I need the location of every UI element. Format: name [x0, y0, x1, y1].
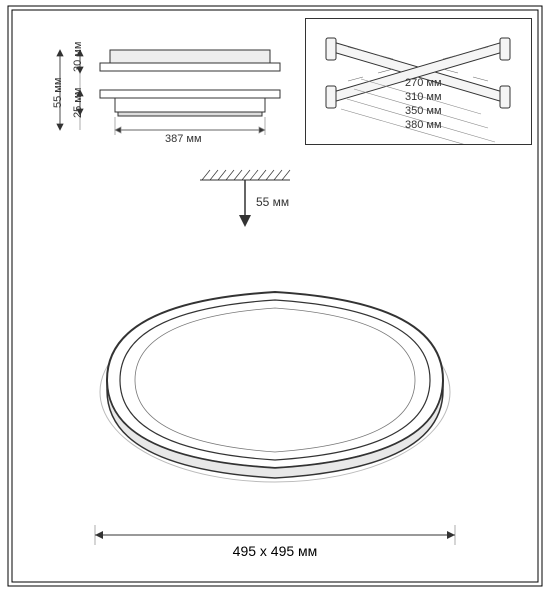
ceiling-mount	[180, 165, 320, 245]
bracket-dim-3: 380 мм	[405, 119, 442, 131]
bracket-dim-2: 350 мм	[405, 105, 442, 117]
drop-dim: 55 мм	[256, 195, 289, 209]
dim-387: 387 мм	[165, 133, 202, 145]
panel-isometric	[65, 245, 485, 545]
dim-55: 55 мм	[52, 78, 64, 108]
panel-size-label: 495 х 495 мм	[225, 543, 325, 559]
dim-25: 25 мм	[72, 88, 84, 118]
bracket-dim-1: 310 мм	[405, 91, 442, 103]
technical-drawing: 55 мм 30 мм 25 мм 387 мм	[0, 0, 550, 600]
dim-30: 30 мм	[72, 42, 84, 72]
bracket-dim-0: 270 мм	[405, 77, 442, 89]
